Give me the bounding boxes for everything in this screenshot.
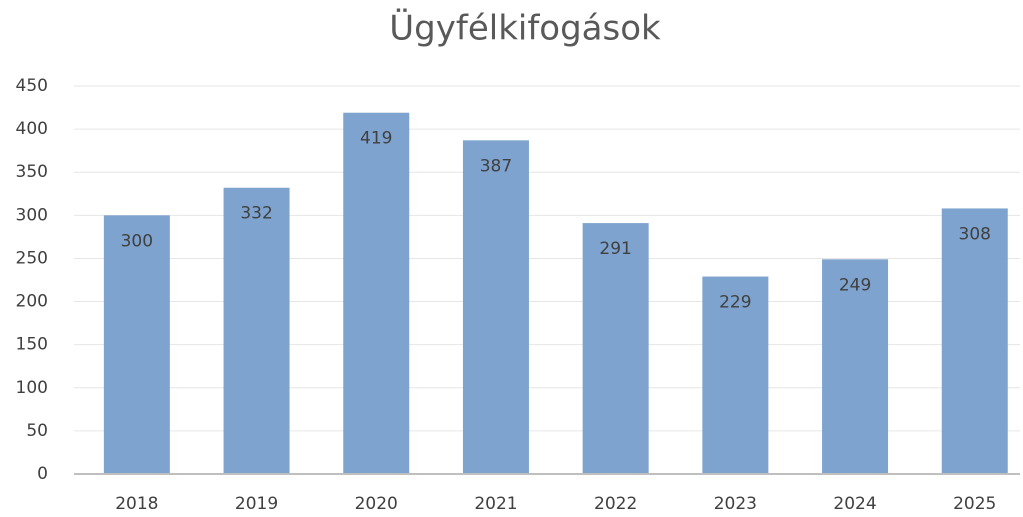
bar — [941, 208, 1008, 475]
bar — [702, 276, 769, 474]
y-tick-label: 200 — [16, 292, 48, 312]
data-label: 249 — [839, 275, 871, 295]
y-tick-label: 400 — [16, 119, 48, 139]
bar — [343, 112, 410, 475]
data-label: 300 — [121, 231, 153, 251]
x-tick-label: 2020 — [355, 494, 398, 514]
data-label: 332 — [240, 204, 272, 224]
y-tick-label: 350 — [16, 162, 48, 182]
data-label: 291 — [599, 239, 631, 259]
x-tick-label: 2018 — [115, 494, 158, 514]
bar — [822, 259, 889, 474]
y-tick-label: 450 — [16, 76, 48, 96]
y-tick-label: 150 — [16, 335, 48, 355]
data-label: 308 — [959, 224, 991, 244]
x-tick-label: 2021 — [474, 494, 517, 514]
bar — [582, 223, 649, 474]
x-tick-label: 2023 — [714, 494, 757, 514]
bar — [462, 140, 529, 474]
y-tick-label: 300 — [16, 205, 48, 225]
y-tick-label: 100 — [16, 378, 48, 398]
data-label: 387 — [480, 156, 512, 176]
x-tick-label: 2022 — [594, 494, 637, 514]
y-tick-label: 250 — [16, 248, 48, 268]
y-tick-label: 50 — [26, 421, 48, 441]
x-tick-label: 2025 — [953, 494, 996, 514]
y-tick-label: 0 — [37, 464, 48, 484]
chart-title: Ügyfélkifogások — [389, 8, 661, 49]
x-tick-label: 2024 — [833, 494, 876, 514]
data-label: 419 — [360, 129, 392, 149]
data-label: 229 — [719, 293, 751, 313]
bar — [103, 215, 170, 475]
bar — [223, 187, 290, 474]
x-tick-label: 2019 — [235, 494, 278, 514]
